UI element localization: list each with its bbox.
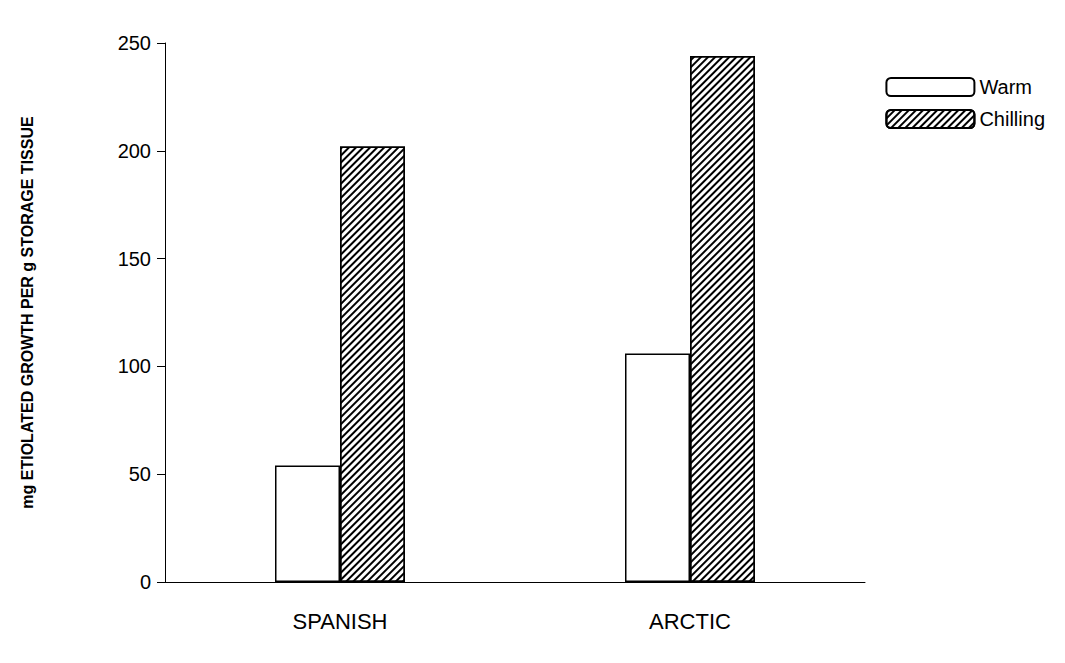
svg-text:SPANISH: SPANISH bbox=[293, 609, 388, 634]
svg-text:100: 100 bbox=[118, 355, 151, 377]
svg-text:50: 50 bbox=[129, 463, 151, 485]
svg-text:200: 200 bbox=[118, 140, 151, 162]
svg-text:0: 0 bbox=[140, 571, 151, 593]
svg-text:Warm: Warm bbox=[979, 76, 1032, 98]
svg-text:Chilling: Chilling bbox=[979, 108, 1045, 130]
svg-text:ARCTIC: ARCTIC bbox=[649, 609, 731, 634]
svg-text:250: 250 bbox=[118, 32, 151, 54]
svg-text:mg ETIOLATED GROWTH PER g STOR: mg ETIOLATED GROWTH PER g STORAGE TISSUE bbox=[19, 116, 36, 509]
svg-text:150: 150 bbox=[118, 248, 151, 270]
